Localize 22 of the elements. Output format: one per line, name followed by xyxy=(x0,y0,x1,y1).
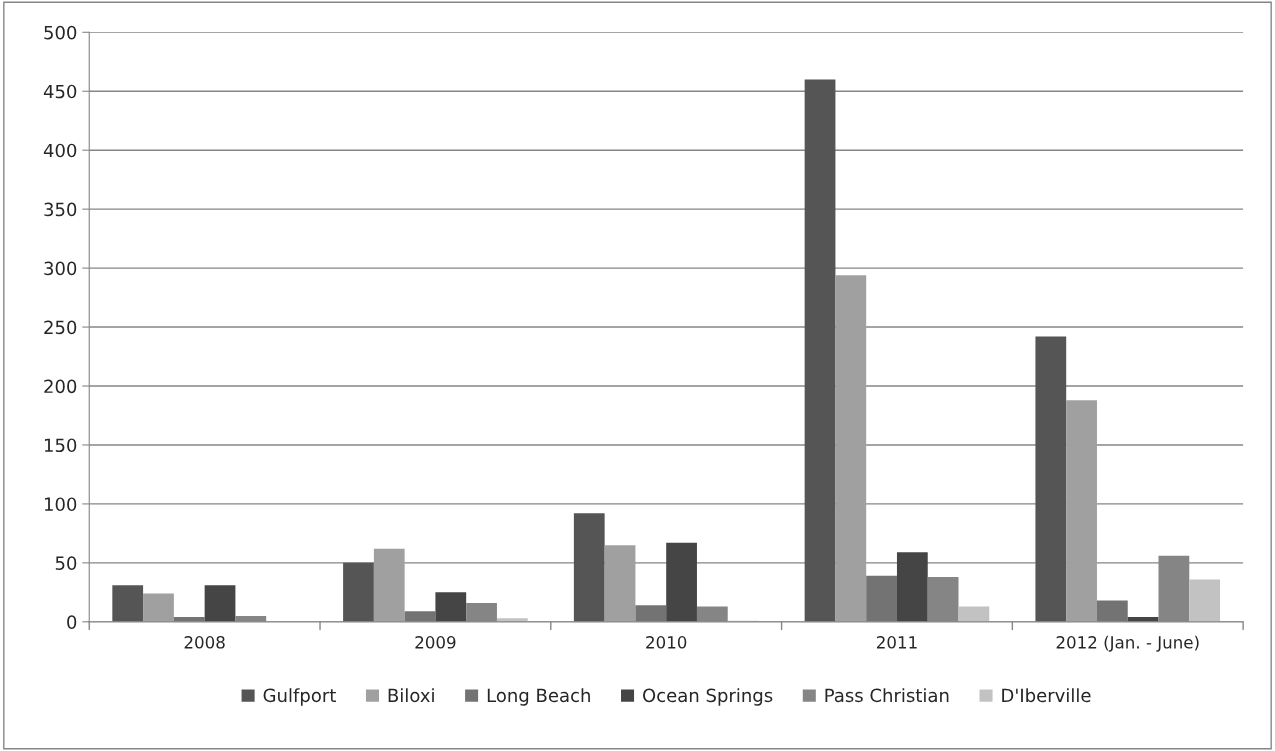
x-tick-label: 2012 (Jan. - June) xyxy=(1056,635,1199,652)
y-tick-label: 100 xyxy=(44,497,77,512)
y-tick-label: 250 xyxy=(44,320,77,335)
y-tick-label: 50 xyxy=(55,556,77,570)
legend-label: D'Iberville xyxy=(1002,688,1091,703)
legend-label: Biloxi xyxy=(388,688,434,703)
y-tick-label: 200 xyxy=(44,379,77,394)
legend-label: Pass Christian xyxy=(825,688,949,703)
legend-label: Long Beach xyxy=(487,688,590,706)
y-tick-label: 0 xyxy=(67,615,77,629)
legend-label: Ocean Springs xyxy=(643,688,773,706)
legend-label: Gulfport xyxy=(263,688,336,706)
x-tick-label: 2009 xyxy=(415,636,456,649)
x-tick-label: 2010 xyxy=(646,636,687,649)
x-tick-label: 2008 xyxy=(184,636,225,649)
y-tick-label: 450 xyxy=(43,84,77,99)
y-tick-label: 150 xyxy=(44,438,77,453)
x-tick-label: 2011 xyxy=(876,636,917,649)
y-tick-label: 300 xyxy=(44,261,77,276)
y-tick-label: 400 xyxy=(43,143,77,158)
y-tick-label: 500 xyxy=(44,25,77,40)
y-tick-label: 350 xyxy=(44,202,77,217)
